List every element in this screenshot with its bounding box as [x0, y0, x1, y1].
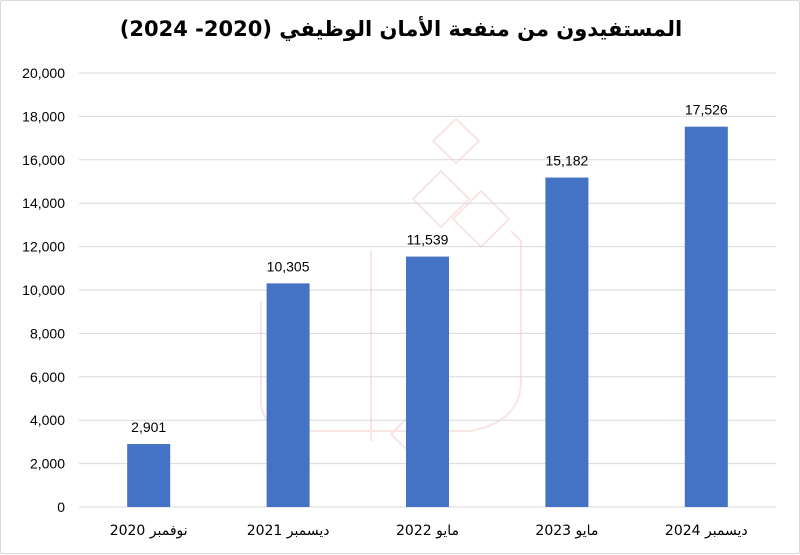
bar: [127, 444, 171, 507]
data-label: 2,901: [131, 419, 166, 435]
x-tick-label: مايو 2023: [535, 523, 598, 539]
data-label: 15,182: [545, 153, 588, 169]
chart-title: المستفيدون من منفعة الأمان الوظيفي (2020…: [119, 17, 683, 41]
bar: [684, 126, 728, 508]
y-tick-label: 14,000: [22, 195, 65, 211]
data-label: 17,526: [685, 102, 728, 118]
bar: [406, 256, 449, 507]
bar: [266, 283, 310, 507]
y-tick-label: 10,000: [22, 282, 65, 298]
data-label: 10,305: [267, 258, 310, 274]
y-tick-label: 16,000: [22, 152, 65, 168]
y-tick-label: 20,000: [22, 65, 65, 81]
y-tick-label: 8,000: [30, 325, 65, 341]
x-axis-ticks: نوفمبر 2020 ديسمبر 2021 مايو 2022 مايو 2023…: [110, 523, 748, 539]
y-tick-label: 12,000: [22, 239, 65, 255]
y-axis-ticks: 0 2,000 4,000 6,000 8,000 10,000 12,000 14,000 1…: [22, 65, 65, 515]
bars: [127, 126, 728, 508]
bar: [545, 177, 589, 507]
x-tick-label: ديسمبر 2024: [665, 523, 748, 539]
x-tick-label: مايو 2022: [396, 523, 459, 539]
y-tick-label: 0: [57, 499, 65, 515]
x-tick-label: نوفمبر 2020: [110, 523, 188, 539]
y-tick-label: 6,000: [30, 369, 65, 385]
data-label: 11,539: [407, 232, 449, 248]
y-tick-label: 4,000: [30, 412, 65, 428]
data-labels: 2,901 10,305 11,539 15,182 17,526: [131, 102, 728, 435]
y-tick-label: 18,000: [22, 108, 65, 124]
x-tick-label: ديسمبر 2021: [247, 523, 330, 539]
y-tick-label: 2,000: [30, 456, 65, 472]
